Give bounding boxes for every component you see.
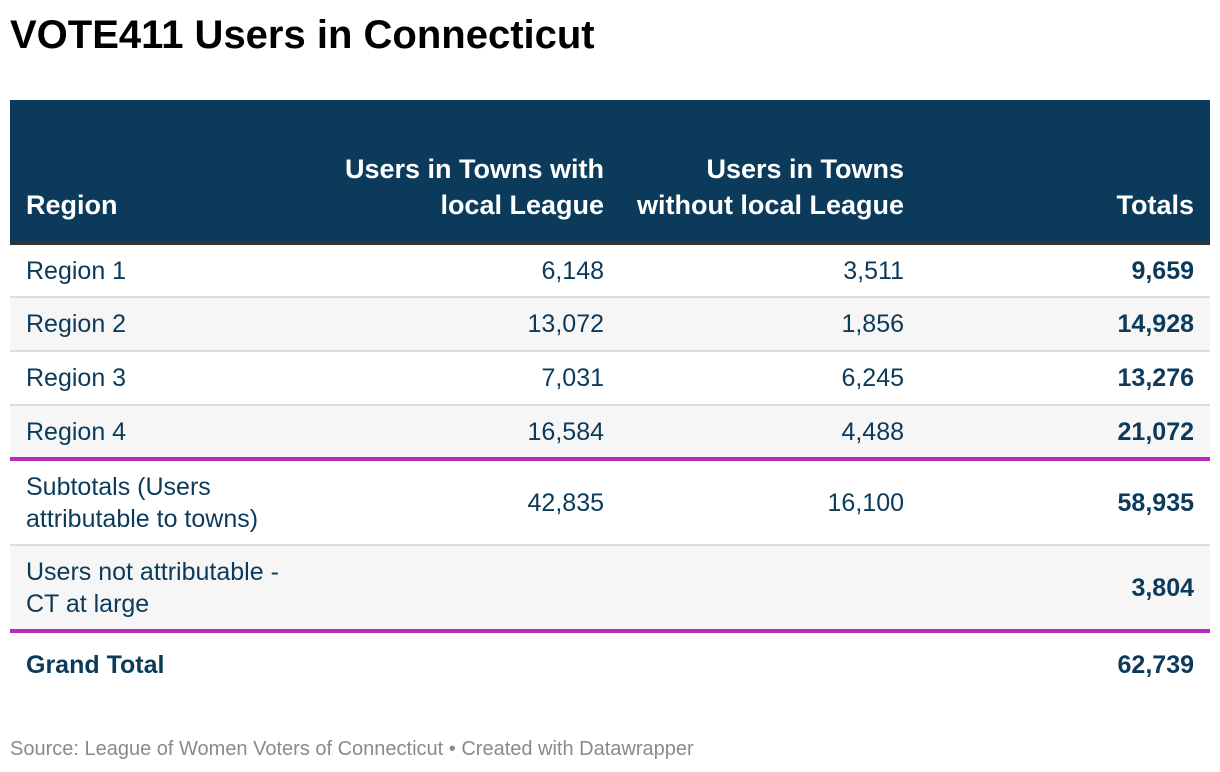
cell-total: 62,739 xyxy=(1117,651,1194,679)
table-row: Subtotals (Users attributable to towns) … xyxy=(10,459,1210,546)
cell-with-league: 13,072 xyxy=(320,297,620,352)
column-header-totals: Totals xyxy=(920,100,1210,245)
cell-without-league: 16,100 xyxy=(620,459,920,546)
table-row: Region 2 13,072 1,856 14,928 xyxy=(10,297,1210,352)
row-label: Region 2 xyxy=(10,297,320,352)
row-label: Grand Total xyxy=(26,651,165,679)
cell-total: 13,276 xyxy=(920,351,1210,406)
row-label: Region 3 xyxy=(10,351,320,406)
cell-with-league: 16,584 xyxy=(320,405,620,461)
table-header-row: Region Users in Towns with local League … xyxy=(10,100,1210,245)
cell-with-league xyxy=(320,631,620,697)
column-header-without-league: Users in Towns without local League xyxy=(620,100,920,245)
cell-total: 14,928 xyxy=(920,297,1210,352)
cell-total: 3,804 xyxy=(920,545,1210,633)
chart-title: VOTE411 Users in Connecticut xyxy=(10,13,595,57)
data-table: Region Users in Towns with local League … xyxy=(10,100,1210,697)
table-row-grand-total: Grand Total 62,739 xyxy=(10,631,1210,697)
row-label: Region 1 xyxy=(10,243,320,298)
row-label: Users not attributable - CT at large xyxy=(10,545,320,633)
row-label: Subtotals (Users attributable to towns) xyxy=(10,459,320,546)
cell-with-league: 42,835 xyxy=(320,459,620,546)
row-label: Region 4 xyxy=(10,405,320,461)
column-header-region: Region xyxy=(10,100,320,245)
cell-without-league xyxy=(620,631,920,697)
cell-total: 21,072 xyxy=(920,405,1210,461)
cell-without-league: 4,488 xyxy=(620,405,920,461)
table-row: Region 1 6,148 3,511 9,659 xyxy=(10,243,1210,298)
source-note: Source: League of Women Voters of Connec… xyxy=(10,738,694,760)
cell-with-league: 6,148 xyxy=(320,243,620,298)
column-header-with-league: Users in Towns with local League xyxy=(320,100,620,245)
table-row: Region 4 16,584 4,488 21,072 xyxy=(10,405,1210,461)
cell-total: 58,935 xyxy=(920,459,1210,546)
cell-total: 9,659 xyxy=(920,243,1210,298)
table-row: Users not attributable - CT at large 3,8… xyxy=(10,545,1210,633)
cell-with-league: 7,031 xyxy=(320,351,620,406)
cell-without-league xyxy=(620,545,920,633)
cell-without-league: 1,856 xyxy=(620,297,920,352)
cell-without-league: 3,511 xyxy=(620,243,920,298)
table-row: Region 3 7,031 6,245 13,276 xyxy=(10,351,1210,406)
cell-without-league: 6,245 xyxy=(620,351,920,406)
cell-with-league xyxy=(320,545,620,633)
